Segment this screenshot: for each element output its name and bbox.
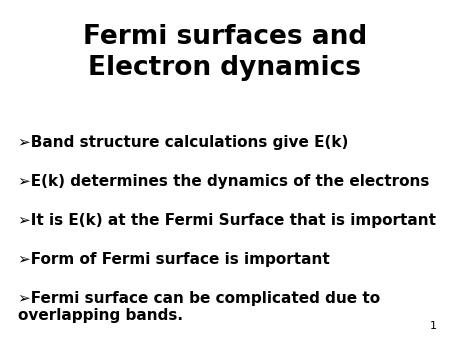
Text: 1: 1 — [429, 321, 436, 331]
Text: ➢Fermi surface can be complicated due to
overlapping bands.: ➢Fermi surface can be complicated due to… — [18, 291, 380, 323]
Text: ➢E(k) determines the dynamics of the electrons: ➢E(k) determines the dynamics of the ele… — [18, 174, 429, 189]
Text: ➢Form of Fermi surface is important: ➢Form of Fermi surface is important — [18, 252, 330, 267]
Text: ➢Band structure calculations give E(k): ➢Band structure calculations give E(k) — [18, 135, 348, 150]
Text: Fermi surfaces and
Electron dynamics: Fermi surfaces and Electron dynamics — [83, 24, 367, 81]
Text: ➢It is E(k) at the Fermi Surface that is important: ➢It is E(k) at the Fermi Surface that is… — [18, 213, 436, 228]
